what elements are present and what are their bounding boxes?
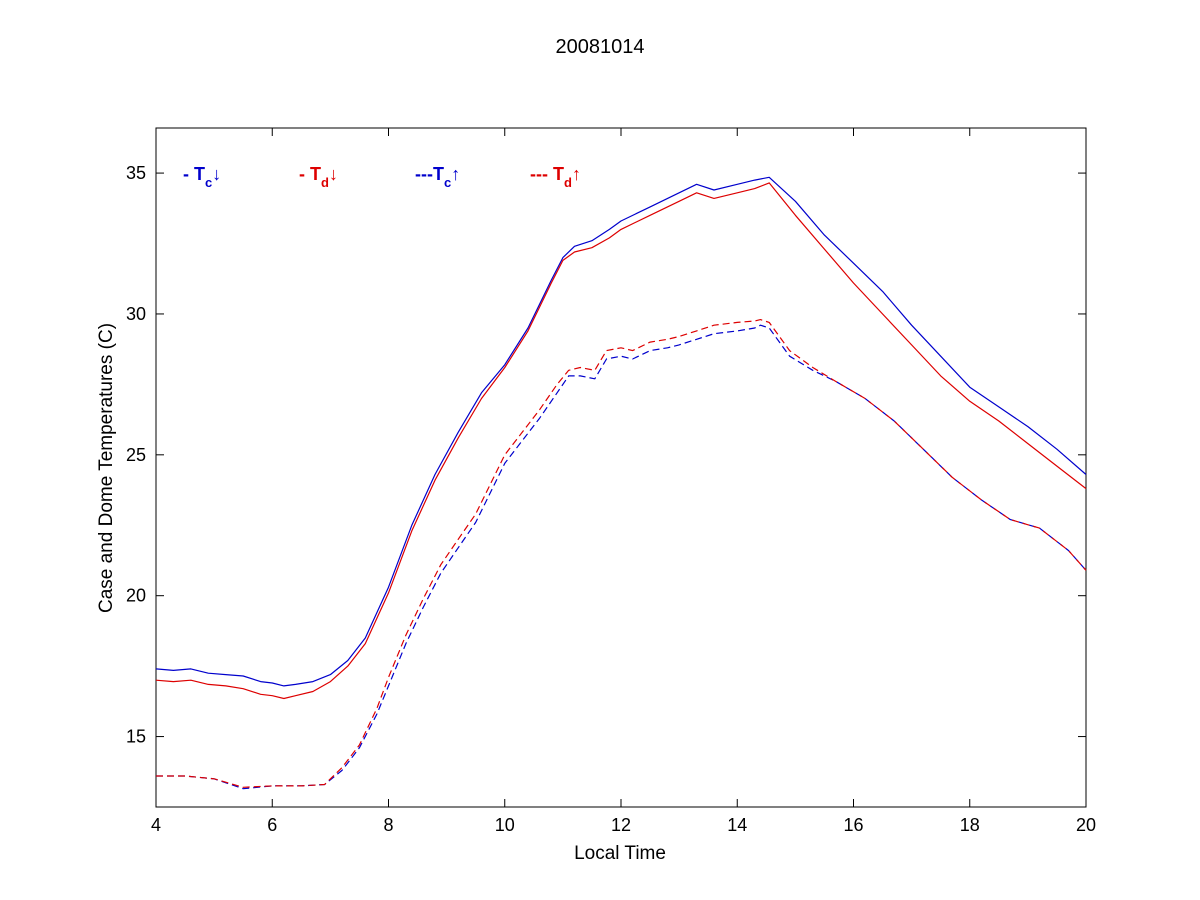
x-axis-label: Local Time [574,843,666,864]
series-line-2 [155,182,1087,700]
x-tick-label: 20 [1076,815,1096,835]
y-tick-label: 15 [126,727,146,747]
legend-entry-4: --- Td↑ [530,164,581,190]
series-line-1 [155,176,1087,687]
series-line-4 [156,319,1087,788]
x-tick-label: 4 [151,815,161,835]
x-tick-label: 18 [960,815,980,835]
x-tick-label: 8 [383,815,393,835]
x-tick-label: 10 [495,815,515,835]
legend: - Tc↓ - Td↓ ---Tc↑ --- Td↑ [183,164,581,190]
y-tick-label: 30 [126,304,146,324]
series-layer [155,176,1087,790]
x-tick-label: 16 [843,815,863,835]
y-tick-label: 20 [126,586,146,606]
legend-entry-3: ---Tc↑ [415,164,460,190]
chart-title: 20081014 [556,36,645,58]
x-tick-label: 6 [267,815,277,835]
x-tick-label: 12 [611,815,631,835]
y-tick-label: 35 [126,163,146,183]
y-axis-label: Case and Dome Temperatures (C) [96,323,117,613]
y-tick-label: 25 [126,445,146,465]
legend-entry-1: - Tc↓ [183,164,221,190]
axis-ticks: 4 6 8 10 12 14 16 18 20 15 20 25 30 35 [126,128,1096,835]
plot-area [155,127,1087,808]
legend-entry-2: - Td↓ [299,164,338,190]
series-line-3 [156,324,1087,790]
x-tick-label: 14 [727,815,747,835]
